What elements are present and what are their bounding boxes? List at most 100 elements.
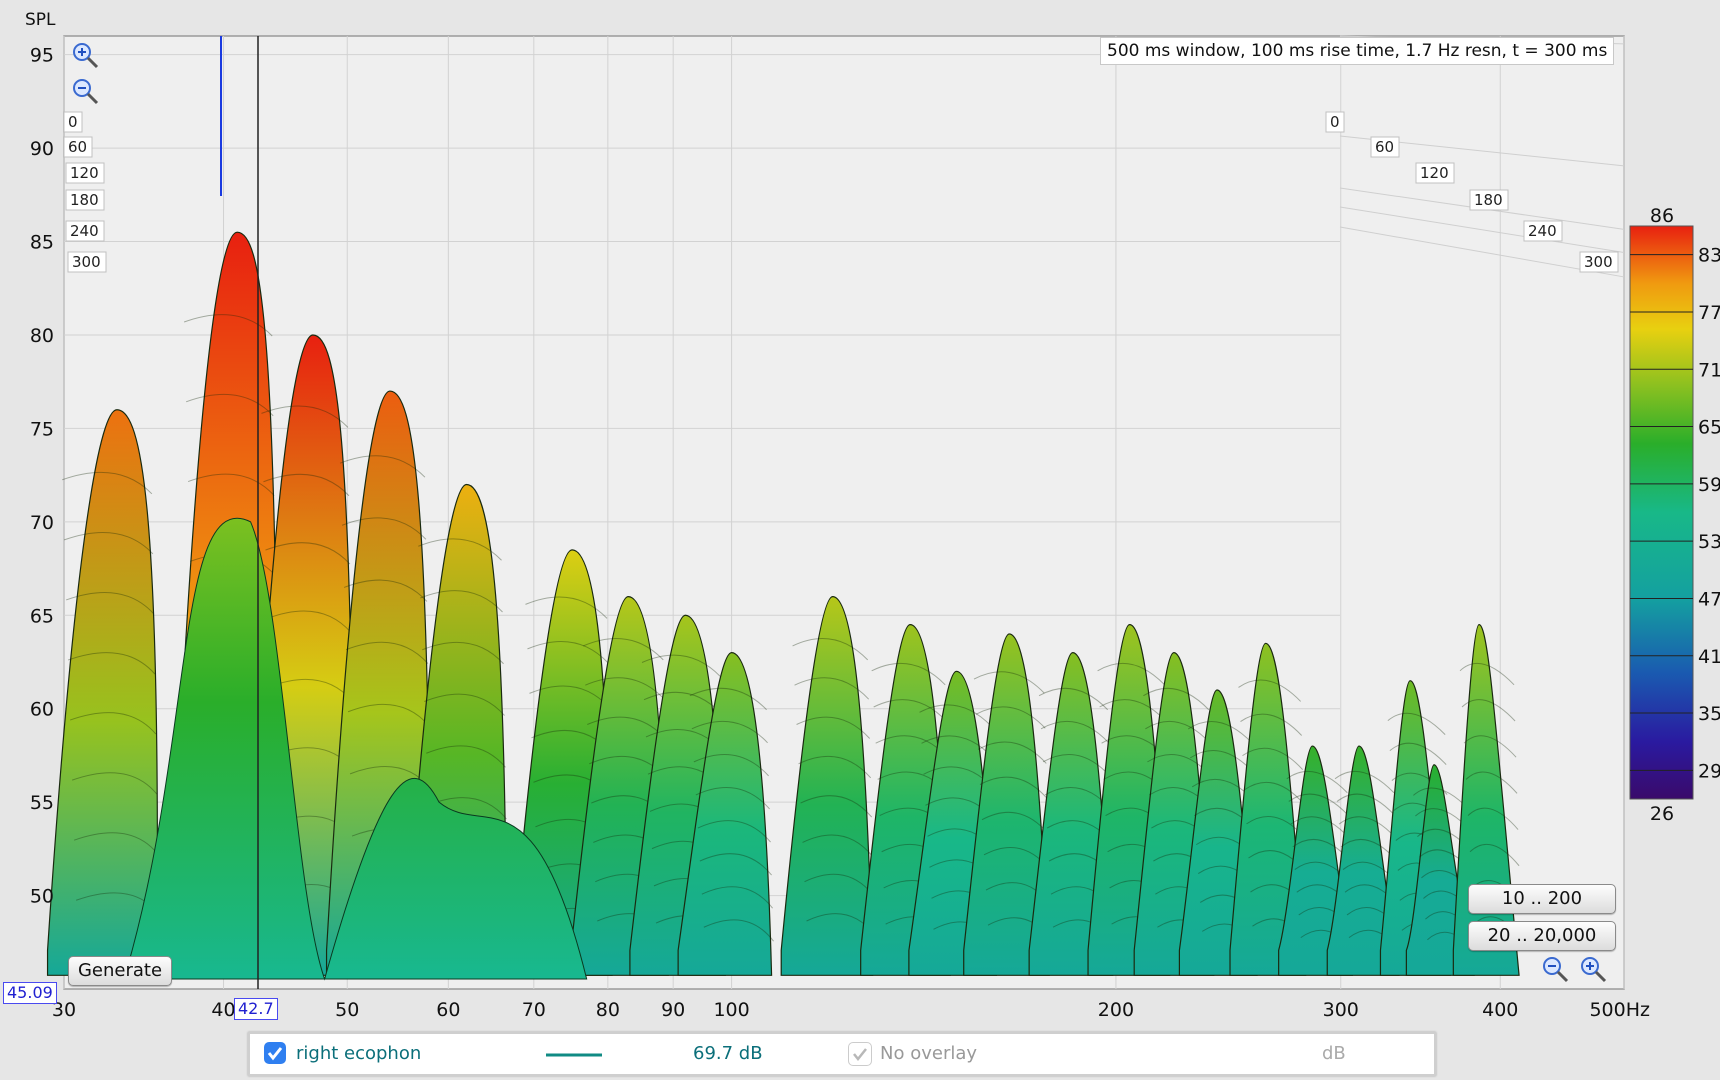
ridge-100hz	[677, 652, 773, 976]
time-label-300: 300	[67, 251, 107, 273]
ridge-contour	[919, 704, 992, 727]
svg-text:60: 60	[68, 138, 87, 156]
ridge-contour	[1387, 712, 1446, 735]
zoom-in-icon[interactable]	[70, 40, 100, 70]
check-icon-disabled	[853, 1048, 867, 1062]
ridge-contour	[267, 610, 352, 633]
ridge-contour	[802, 834, 874, 857]
ridge-contour	[979, 776, 1048, 799]
time-label-0: 0	[63, 111, 83, 133]
ridge-contour	[1145, 720, 1211, 744]
generate-button[interactable]: Generate	[68, 956, 172, 986]
svg-text:0: 0	[68, 113, 78, 131]
x-tick-200: 200	[1098, 999, 1134, 1021]
y-tick-50: 50	[30, 886, 54, 908]
ridge-contour	[525, 596, 608, 619]
colorbar-min-label: 26	[1650, 803, 1674, 825]
colorbar-tick-41: 41	[1698, 646, 1720, 668]
time-label-60: 60	[1370, 136, 1400, 158]
ridge-contour	[975, 706, 1046, 729]
waterfall-surface	[46, 231, 1522, 976]
ridge-contour	[1097, 662, 1165, 686]
colorbar-tick-29: 29	[1698, 760, 1720, 782]
front-slice	[123, 517, 588, 981]
ridge-contour	[699, 853, 772, 876]
ridge-contour	[873, 699, 947, 722]
y-tick-55: 55	[30, 792, 54, 814]
ridge-contour	[1467, 807, 1519, 830]
grid-persp	[1339, 206, 1625, 254]
svg-text:240: 240	[70, 222, 99, 240]
cursor-freq-readout: 42.7	[234, 998, 278, 1020]
ridge-contour	[1038, 687, 1109, 711]
x-tick-100: 100	[713, 999, 749, 1021]
ridge-contour	[977, 741, 1047, 764]
ridge-contour	[1242, 747, 1304, 770]
time-label-120: 120	[1415, 162, 1455, 184]
x-tick-40: 40	[211, 999, 235, 1021]
svg-text:120: 120	[70, 164, 99, 182]
y-axis-ticks: 50 55 60 65 70 75 80 85 90 95	[30, 45, 54, 908]
colorbar-tick-83: 83	[1698, 245, 1720, 267]
ridge-contour	[187, 473, 275, 496]
ridge-contour	[1187, 721, 1253, 744]
ridge-contour	[1465, 771, 1518, 794]
ridge-contour	[61, 471, 153, 495]
x-tick-400: 400	[1482, 999, 1518, 1021]
grid-persp	[1339, 226, 1625, 278]
zoom-out-x-icon[interactable]	[1540, 954, 1570, 984]
ridge-contour	[703, 919, 774, 942]
ridge-165hz	[963, 633, 1050, 976]
range-10-200-button[interactable]: 10 .. 200	[1468, 884, 1616, 914]
ridge-contour	[583, 638, 664, 661]
legend-bar: right ecophon 69.7 dB No overlay dB	[248, 1032, 1436, 1076]
ridge-contour	[693, 754, 769, 777]
legend-checkbox[interactable]	[264, 1042, 286, 1064]
y-tick-75: 75	[30, 418, 54, 440]
y-tick-60: 60	[30, 699, 54, 721]
ridge-contour	[418, 538, 502, 561]
ridge-contour	[585, 677, 665, 700]
legend-trace-name[interactable]: right ecophon	[296, 1043, 422, 1064]
x-tick-50: 50	[335, 999, 359, 1021]
ridge-contour	[1244, 781, 1305, 805]
ridge-contour	[973, 671, 1045, 694]
colorbar	[1629, 225, 1694, 800]
ridge-contour	[345, 641, 429, 664]
ridge-contour	[695, 787, 770, 810]
colorbar-tick-35: 35	[1698, 703, 1720, 725]
svg-text:0: 0	[1330, 113, 1340, 131]
svg-text:180: 180	[70, 191, 99, 209]
overlay-checkbox[interactable]	[848, 1042, 872, 1066]
ridge-contour	[1040, 720, 1110, 744]
time-label-0: 0	[1325, 111, 1345, 133]
svg-text:300: 300	[72, 253, 101, 271]
colorbar-tick-47: 47	[1698, 588, 1720, 610]
ridge-contour	[641, 654, 721, 677]
y-tick-80: 80	[30, 325, 54, 347]
overlay-label: No overlay	[880, 1043, 978, 1064]
ridge-contour	[65, 592, 155, 615]
ridge-contour	[1238, 679, 1302, 702]
front-slice-area	[123, 517, 588, 981]
ridge-contour	[691, 720, 768, 744]
ridge-contour	[1288, 793, 1349, 816]
ridge-contour	[339, 455, 426, 478]
time-label-180: 180	[65, 189, 105, 211]
ridge-contour	[424, 693, 505, 716]
x-tick-70: 70	[522, 999, 546, 1021]
ridge-contour	[261, 405, 349, 428]
ridge-contour	[792, 638, 869, 661]
x-tick-500: 500Hz	[1589, 999, 1650, 1021]
ridge-contour	[426, 745, 506, 768]
y-tick-90: 90	[30, 138, 54, 160]
ridge-contour	[697, 820, 771, 843]
ridge-contour	[1469, 843, 1520, 867]
zoom-in-x-icon[interactable]	[1578, 954, 1608, 984]
range-20-20000-button[interactable]: 20 .. 20,000	[1468, 921, 1616, 951]
ridge-contour	[1042, 754, 1111, 777]
colorbar-tick-53: 53	[1698, 531, 1720, 553]
y-tick-95: 95	[30, 45, 54, 67]
zoom-out-icon[interactable]	[70, 76, 100, 106]
